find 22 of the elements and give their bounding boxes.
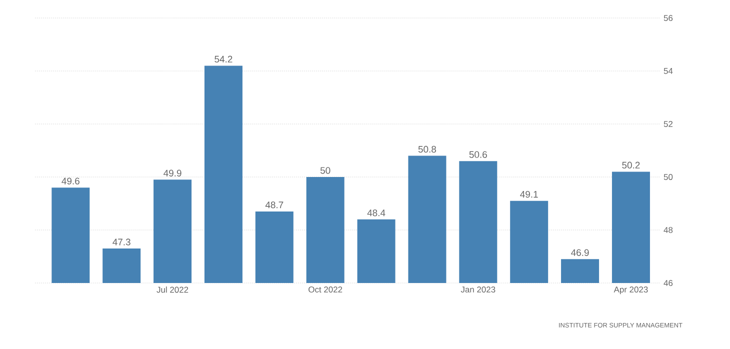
x-tick-label: Oct 2022 [308,286,342,293]
data-label: 48.7 [265,202,284,208]
y-tick-label: 50 [664,174,673,180]
x-tick-label: Apr 2023 [614,286,648,294]
data-label: 49.9 [164,170,182,176]
y-tick-label: 48 [664,227,673,233]
x-tick-label: Jul 2022 [156,286,188,293]
data-label: 50.6 [469,151,487,158]
data-label: 50 [320,167,330,174]
y-tick-label: 46 [664,280,673,286]
x-tick-label: Jan 2023 [460,286,496,293]
y-tick-label: 56 [664,15,673,21]
data-label: 49.1 [520,190,538,198]
data-label: 50.8 [418,146,436,153]
data-label: 54.2 [214,56,232,63]
y-tick-label: 54 [664,68,673,74]
data-label: 47.3 [112,238,130,246]
data-label: 46.9 [571,249,589,256]
data-label: 49.6 [62,178,80,184]
data-label: 50.2 [622,162,640,169]
data-label: 48.4 [367,210,386,216]
y-tick-label: 52 [664,121,673,127]
